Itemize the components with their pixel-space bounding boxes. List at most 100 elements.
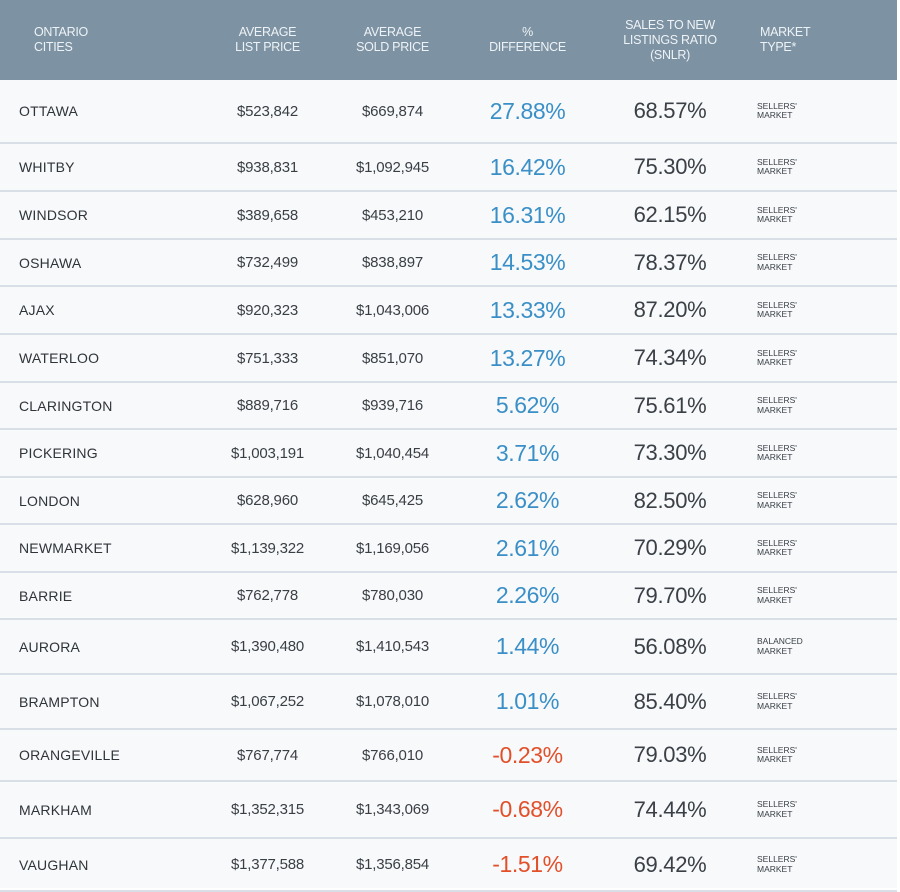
city-name: OTTAWA xyxy=(19,103,79,119)
table-row: PICKERING $1,003,191 $1,040,454 3.71% 73.30%… xyxy=(0,430,897,478)
city-name: MARKHAM xyxy=(19,801,92,818)
snlr-value: 87.20% xyxy=(633,297,707,322)
average-sold-price: $939,716 xyxy=(362,397,423,414)
table-row: LONDON $628,960 $645,425 2.62% 82.50% SELLERS… xyxy=(0,478,897,525)
percent-difference: 16.31% xyxy=(489,201,566,228)
city-name: AJAX xyxy=(19,302,55,318)
market-type: SELLERS' MARKET xyxy=(757,252,797,272)
market-type: SELLERS' MARKET xyxy=(757,204,797,224)
average-list-price: $920,323 xyxy=(237,301,298,319)
market-type: SELLERS' MARKET xyxy=(757,156,797,176)
city-name: AURORA xyxy=(19,638,81,655)
city-name: PICKERING xyxy=(19,445,98,461)
percent-difference: 3.71% xyxy=(495,439,560,466)
average-list-price: $389,658 xyxy=(237,206,298,224)
snlr-value: 68.57% xyxy=(633,98,707,123)
header-snlr: SALES TO NEW LISTINGS RATIO (SNLR) xyxy=(623,17,717,62)
average-sold-price: $1,078,010 xyxy=(355,693,430,710)
table-row: AURORA $1,390,480 $1,410,543 1.44% 56.08% BAL… xyxy=(0,620,897,675)
average-list-price: $628,960 xyxy=(237,492,298,509)
average-sold-price: $453,210 xyxy=(362,206,423,224)
city-name: WINDSOR xyxy=(19,207,89,223)
average-sold-price: $780,030 xyxy=(362,587,423,604)
header-difference: % DIFFERENCE xyxy=(489,25,566,54)
percent-difference: 1.01% xyxy=(495,688,560,714)
snlr-value: 56.08% xyxy=(633,633,707,659)
average-sold-price: $645,425 xyxy=(362,492,423,509)
city-name: WHITBY xyxy=(19,159,75,175)
average-sold-price: $1,043,006 xyxy=(355,301,430,319)
average-sold-price: $1,343,069 xyxy=(355,801,430,818)
snlr-value: 73.30% xyxy=(633,440,707,465)
average-list-price: $1,390,480 xyxy=(230,638,305,655)
header-market-type: MARKET TYPE* xyxy=(760,25,811,54)
table-row: VAUGHAN $1,377,588 $1,356,854 -1.51% 69.42% S… xyxy=(0,839,897,892)
market-type: SELLERS' MARKET xyxy=(757,854,797,874)
snlr-value: 74.34% xyxy=(633,345,707,370)
table-body: OTTAWA $523,842 $669,874 27.88% 68.57% SELLER… xyxy=(0,80,897,892)
percent-difference: 27.88% xyxy=(489,97,566,124)
header-cities: ONTARIO CITIES xyxy=(34,25,88,54)
city-name: OSHAWA xyxy=(19,254,82,271)
percent-difference: 16.42% xyxy=(489,153,566,180)
average-list-price: $762,778 xyxy=(237,587,298,604)
snlr-value: 75.30% xyxy=(633,154,707,179)
average-sold-price: $669,874 xyxy=(362,102,423,120)
market-type: SELLERS' MARKET xyxy=(757,691,797,711)
city-name: WATERLOO xyxy=(19,350,100,366)
snlr-value: 79.03% xyxy=(633,742,707,767)
table-row: CLARINGTON $889,716 $939,716 5.62% 75.61% SEL… xyxy=(0,383,897,430)
table-row: OSHAWA $732,499 $838,897 14.53% 78.37% SELLER… xyxy=(0,240,897,287)
percent-difference: -1.51% xyxy=(492,851,563,877)
market-type: SELLERS' MARKET xyxy=(757,100,797,120)
average-list-price: $889,716 xyxy=(237,397,298,414)
average-sold-price: $1,169,056 xyxy=(355,539,430,557)
average-list-price: $938,831 xyxy=(237,158,298,176)
average-sold-price: $838,897 xyxy=(362,254,423,271)
table-row: NEWMARKET $1,139,322 $1,169,056 2.61% 70.29%… xyxy=(0,525,897,573)
header-sold-price: AVERAGE SOLD PRICE xyxy=(356,25,429,54)
percent-difference: 2.26% xyxy=(495,582,560,608)
table-row: WHITBY $938,831 $1,092,945 16.42% 75.30% SELL… xyxy=(0,144,897,192)
market-type: SELLERS' MARKET xyxy=(757,585,797,605)
table-row: WATERLOO $751,333 $851,070 13.27% 74.34% SELL… xyxy=(0,335,897,383)
average-list-price: $1,003,191 xyxy=(230,444,305,462)
percent-difference: 14.53% xyxy=(489,249,566,275)
percent-difference: -0.68% xyxy=(492,796,563,822)
market-type: SELLERS' MARKET xyxy=(757,537,797,557)
market-type: SELLERS' MARKET xyxy=(757,347,797,367)
percent-difference: 1.44% xyxy=(495,633,560,659)
market-type: SELLERS' MARKET xyxy=(757,490,797,510)
percent-difference: 13.33% xyxy=(489,296,566,323)
average-sold-price: $1,040,454 xyxy=(355,444,430,462)
snlr-value: 69.42% xyxy=(633,851,707,877)
percent-difference: 2.61% xyxy=(495,534,560,561)
percent-difference: -0.23% xyxy=(492,741,563,768)
city-name: ORANGEVILLE xyxy=(19,747,121,763)
snlr-value: 75.61% xyxy=(633,392,707,418)
table-row: AJAX $920,323 $1,043,006 13.33% 87.20% SELLER… xyxy=(0,287,897,335)
table-row: ORANGEVILLE $767,774 $766,010 -0.23% 79.03% S… xyxy=(0,730,897,782)
header-list-price: AVERAGE LIST PRICE xyxy=(235,25,300,54)
market-type: SELLERS' MARKET xyxy=(757,442,797,462)
average-sold-price: $851,070 xyxy=(362,349,423,367)
average-sold-price: $1,092,945 xyxy=(355,158,430,176)
city-name: BARRIE xyxy=(19,587,73,604)
average-list-price: $523,842 xyxy=(237,102,298,120)
average-sold-price: $1,410,543 xyxy=(355,638,430,655)
average-sold-price: $766,010 xyxy=(362,746,423,764)
snlr-value: 82.50% xyxy=(633,487,707,513)
average-list-price: $1,377,588 xyxy=(230,856,305,873)
table-row: MARKHAM $1,352,315 $1,343,069 -0.68% 74.44% S… xyxy=(0,782,897,839)
city-name: CLARINGTON xyxy=(19,397,113,414)
snlr-value: 62.15% xyxy=(633,202,707,227)
snlr-value: 79.70% xyxy=(633,582,707,608)
average-list-price: $751,333 xyxy=(237,349,298,367)
percent-difference: 5.62% xyxy=(495,392,560,418)
table-header: ONTARIO CITIES AVERAGE LIST PRICE AVERAG… xyxy=(0,0,897,80)
average-list-price: $732,499 xyxy=(237,254,298,271)
table-row: BARRIE $762,778 $780,030 2.26% 79.70% SELLERS… xyxy=(0,573,897,620)
city-name: LONDON xyxy=(19,492,81,509)
snlr-value: 74.44% xyxy=(633,796,707,822)
average-list-price: $1,352,315 xyxy=(230,801,305,818)
